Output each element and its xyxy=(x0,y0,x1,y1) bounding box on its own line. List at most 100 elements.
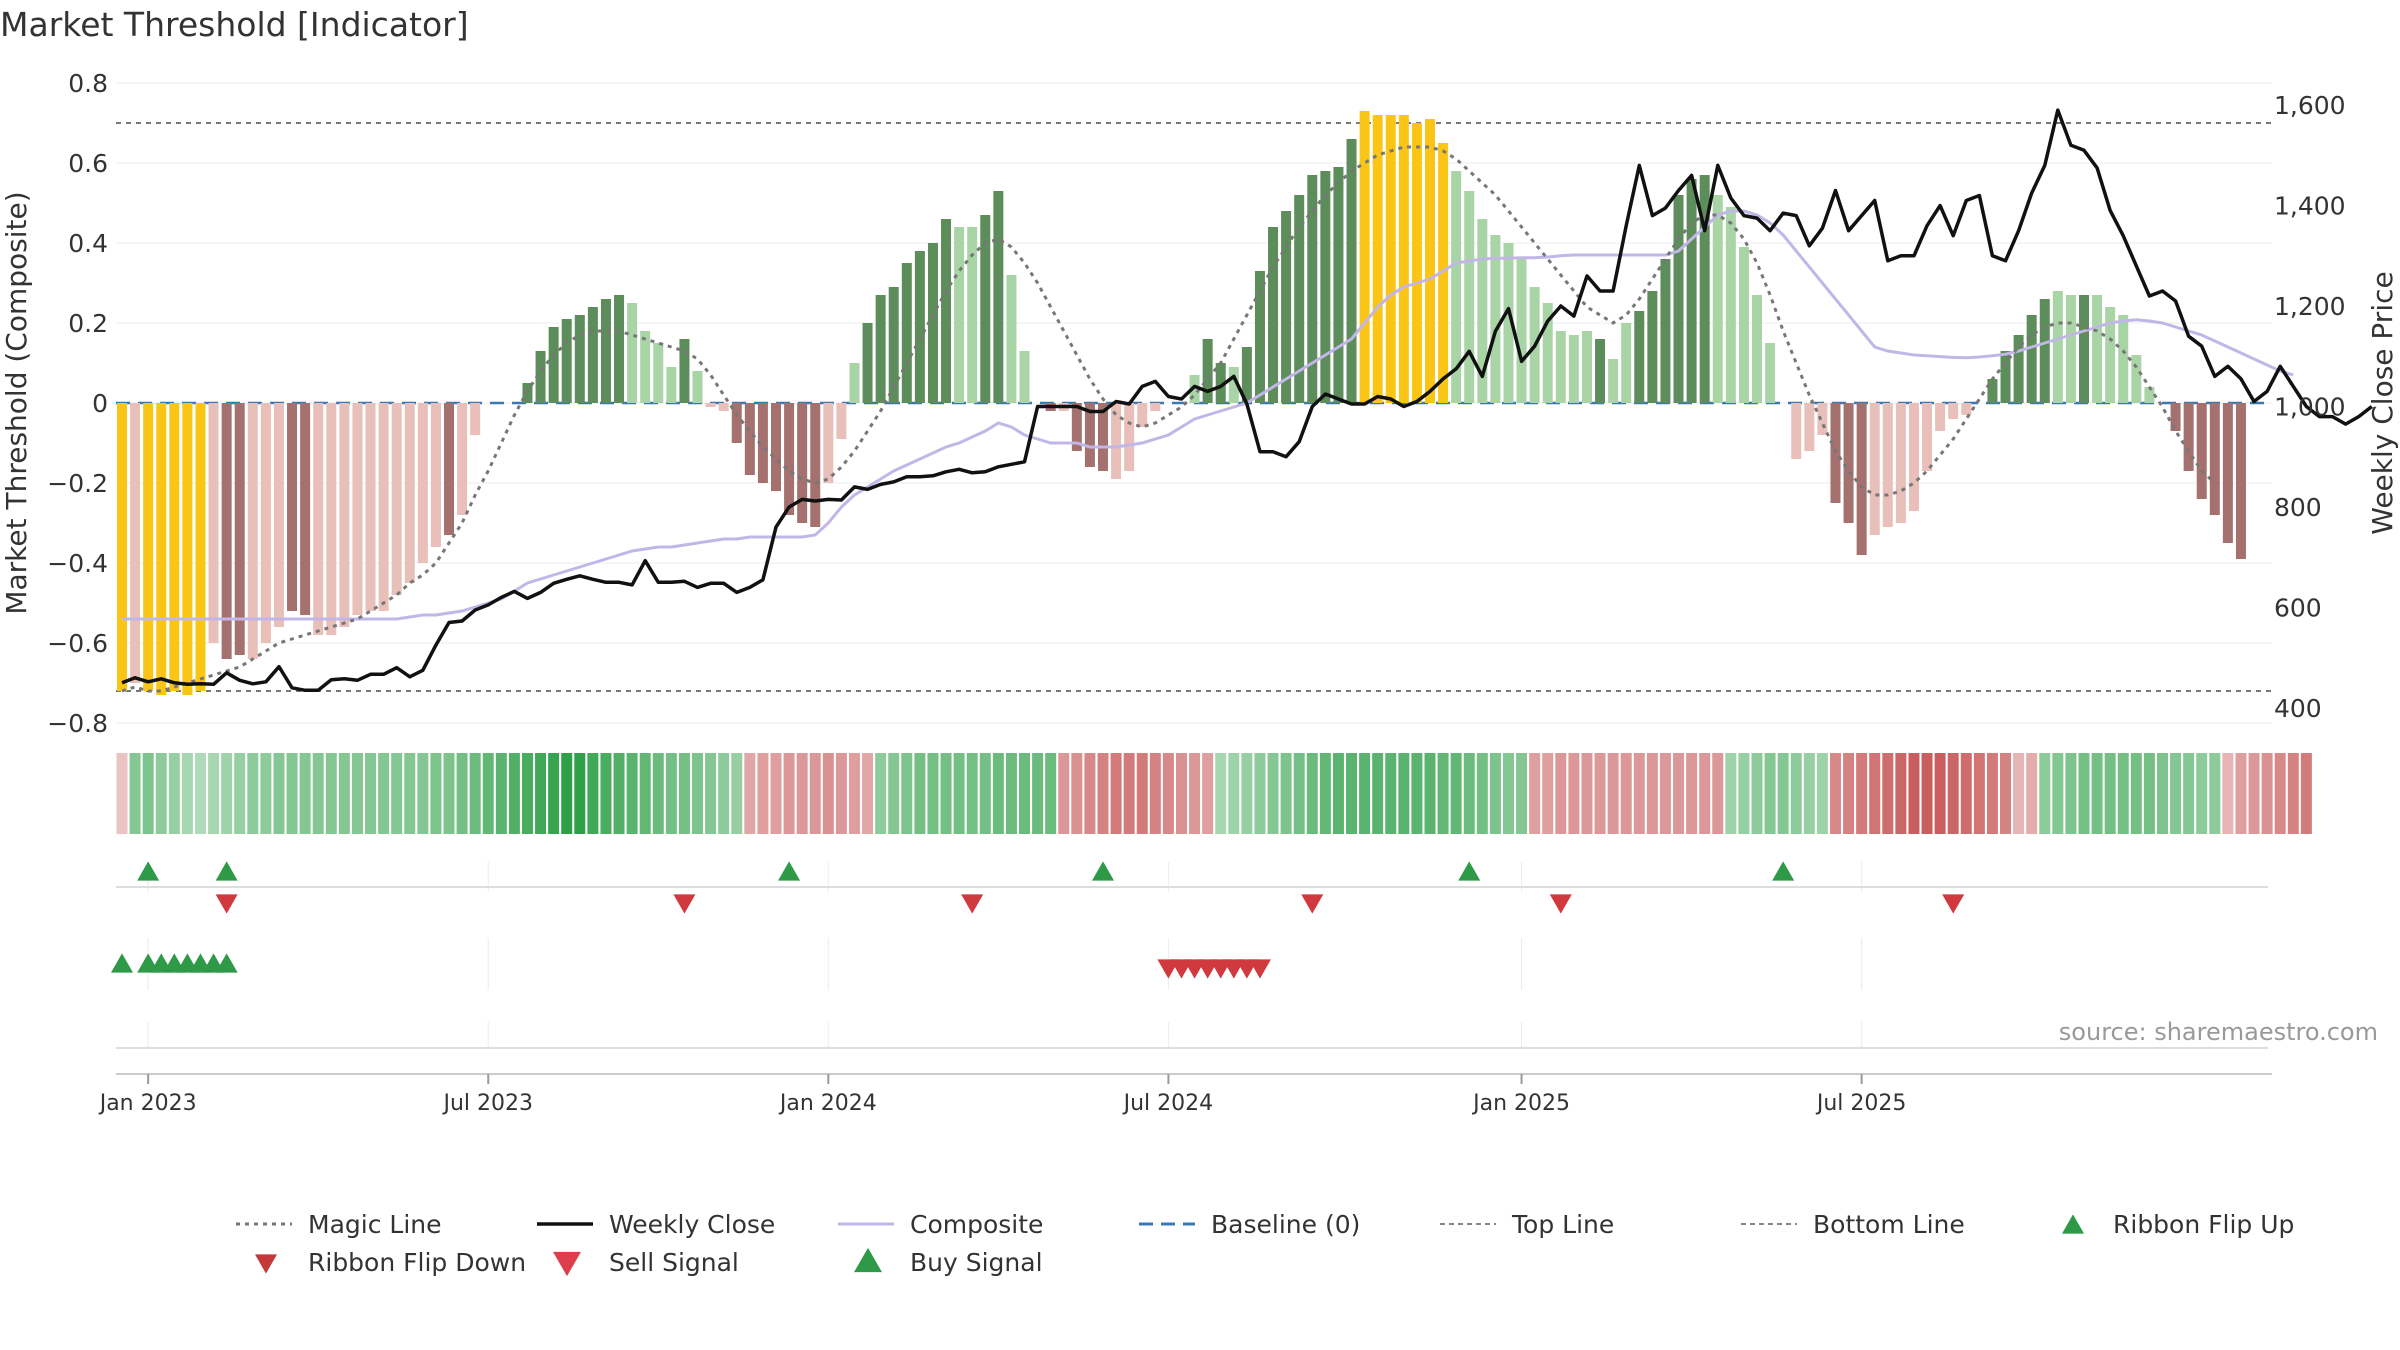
threshold-bar xyxy=(1398,115,1409,403)
legend-swatch xyxy=(2062,1214,2084,1234)
ribbon-cell xyxy=(1489,753,1501,834)
ribbon-cell xyxy=(2000,753,2012,834)
ribbon-flip-down-marker xyxy=(1942,894,1965,914)
threshold-bar xyxy=(352,403,363,615)
threshold-bar xyxy=(2235,403,2246,559)
ribbon-flip-up-marker xyxy=(137,861,160,881)
ribbon-cell xyxy=(1476,753,1488,834)
threshold-bar xyxy=(1608,359,1619,403)
y2-tick-label: 400 xyxy=(2274,694,2322,723)
threshold-bar xyxy=(862,323,873,403)
y-tick-label: −0.4 xyxy=(47,549,108,578)
ribbon-cell xyxy=(1306,753,1318,834)
threshold-bar xyxy=(1948,403,1959,419)
ribbon-cell xyxy=(273,753,285,834)
y-tick-label: −0.8 xyxy=(47,709,108,738)
ribbon-cell xyxy=(1712,753,1724,834)
legend-label: Sell Signal xyxy=(609,1248,739,1277)
threshold-bar xyxy=(535,351,546,403)
ribbon-cell xyxy=(979,753,991,834)
threshold-bar xyxy=(1647,291,1658,403)
ribbon-cell xyxy=(2248,753,2260,834)
threshold-bar xyxy=(1516,259,1527,403)
threshold-bar xyxy=(1686,179,1697,403)
ribbon-cell xyxy=(1777,753,1789,834)
ribbon-cell xyxy=(1568,753,1580,834)
threshold-bar xyxy=(1503,243,1514,403)
threshold-bar xyxy=(457,403,468,515)
magic-line xyxy=(121,145,2216,693)
ribbon-cell xyxy=(1856,753,1868,834)
ribbon-cell xyxy=(835,753,847,834)
threshold-bar xyxy=(954,227,965,403)
ribbon-cell xyxy=(1581,753,1593,834)
ribbon-cell xyxy=(613,753,625,834)
ribbon-cell xyxy=(2156,753,2168,834)
ribbon-cell xyxy=(587,753,599,834)
ribbon-cell xyxy=(888,753,900,834)
ribbon-cell xyxy=(1829,753,1841,834)
ribbon-cell xyxy=(966,753,978,834)
ribbon-cell xyxy=(1175,753,1187,834)
threshold-bar xyxy=(548,327,559,403)
threshold-bar xyxy=(1071,403,1082,451)
threshold-bar xyxy=(1581,331,1592,403)
ribbon-cell xyxy=(914,753,926,834)
threshold-bar xyxy=(1738,247,1749,403)
threshold-bar xyxy=(195,403,206,691)
ribbon-cell xyxy=(208,753,220,834)
x-tick-label: Jan 2025 xyxy=(1471,1091,1570,1116)
threshold-bar xyxy=(2052,291,2063,403)
source-credit: source: sharemaestro.com xyxy=(2059,1018,2378,1046)
threshold-bar xyxy=(679,339,690,403)
threshold-bar xyxy=(600,299,611,403)
ribbon-cell xyxy=(2170,753,2182,834)
ribbon-cell xyxy=(2130,753,2142,834)
ribbon-cell xyxy=(443,753,455,834)
y-tick-label: 0 xyxy=(92,389,108,418)
threshold-bar xyxy=(705,403,716,407)
threshold-bar xyxy=(1281,211,1292,403)
ribbon-cell xyxy=(1686,753,1698,834)
threshold-bar xyxy=(326,403,337,635)
threshold-bar xyxy=(2222,403,2233,543)
threshold-bar xyxy=(718,403,729,411)
threshold-bar xyxy=(117,403,127,691)
threshold-bar xyxy=(2183,403,2194,471)
ribbon-cell xyxy=(247,753,259,834)
buy-signal-marker xyxy=(215,953,238,973)
threshold-bar xyxy=(300,403,311,615)
ribbon-cell xyxy=(1359,753,1371,834)
threshold-bar xyxy=(941,219,952,403)
ribbon-flip-down-marker xyxy=(1301,894,1324,914)
ribbon-cell xyxy=(718,753,730,834)
threshold-bar xyxy=(653,343,664,403)
ribbon-cell xyxy=(1607,753,1619,834)
y-tick-label: 0.2 xyxy=(68,309,108,338)
legend-label: Composite xyxy=(910,1210,1043,1239)
y2-tick-label: 1,600 xyxy=(2274,91,2346,120)
threshold-bar xyxy=(1411,123,1422,403)
threshold-bar xyxy=(208,403,219,643)
ribbon-cell xyxy=(1869,753,1881,834)
threshold-bar xyxy=(2105,307,2116,403)
ribbon-cell xyxy=(848,753,860,834)
ribbon-cell xyxy=(1502,753,1514,834)
threshold-bar xyxy=(1542,303,1553,403)
ribbon-flip-down-marker xyxy=(1549,894,1572,914)
ribbon-flip-up-marker xyxy=(1458,861,1481,881)
y-tick-label: −0.2 xyxy=(47,469,108,498)
ribbon-cell xyxy=(142,753,154,834)
ribbon-flip-up-marker xyxy=(778,861,801,881)
x-tick-label: Jan 2024 xyxy=(778,1091,877,1116)
ribbon-cell xyxy=(1005,753,1017,834)
ribbon-cell xyxy=(1032,753,1044,834)
threshold-bar xyxy=(784,403,795,515)
threshold-bar xyxy=(1451,171,1462,403)
y-tick-label: 0.6 xyxy=(68,149,108,178)
ribbon-cell xyxy=(1254,753,1266,834)
ribbon-cell xyxy=(168,753,180,834)
ribbon-cell xyxy=(1960,753,1972,834)
ribbon-cell xyxy=(1529,753,1541,834)
y-axis-right: 1,600 1,400 1,200 1,000 800 600 400 xyxy=(2274,91,2346,723)
